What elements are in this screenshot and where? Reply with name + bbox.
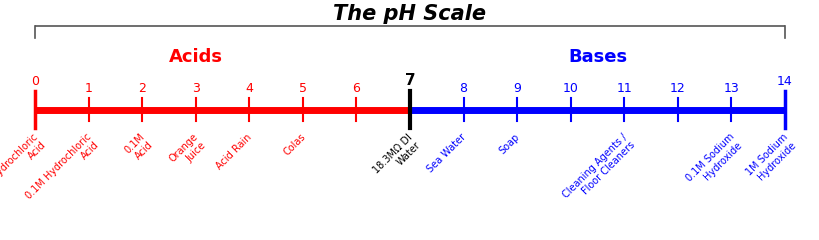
Text: Cleaning Agents /
Floor Cleaners: Cleaning Agents / Floor Cleaners bbox=[560, 132, 636, 208]
Text: 14: 14 bbox=[776, 75, 792, 88]
Text: 0.1M Hydrochloric
Acid: 0.1M Hydrochloric Acid bbox=[24, 132, 101, 210]
Text: Acid Rain: Acid Rain bbox=[214, 132, 253, 171]
Text: 8: 8 bbox=[459, 82, 467, 95]
Text: 2: 2 bbox=[138, 82, 146, 95]
Text: 7: 7 bbox=[405, 73, 414, 88]
Text: 9: 9 bbox=[513, 82, 520, 95]
Text: Soap: Soap bbox=[496, 132, 521, 156]
Text: The pH Scale: The pH Scale bbox=[333, 4, 486, 24]
Text: 0: 0 bbox=[31, 75, 39, 88]
Text: 12: 12 bbox=[669, 82, 685, 95]
Text: 0.1M Sodium
Hydroxide: 0.1M Sodium Hydroxide bbox=[683, 132, 743, 192]
Text: Bases: Bases bbox=[568, 48, 627, 66]
Text: Colas: Colas bbox=[281, 132, 307, 158]
Text: 1M Hydrochloric
Acid: 1M Hydrochloric Acid bbox=[0, 132, 48, 203]
Text: 13: 13 bbox=[722, 82, 739, 95]
Text: 10: 10 bbox=[562, 82, 578, 95]
Text: 4: 4 bbox=[245, 82, 253, 95]
Text: 0.1M
Acid: 0.1M Acid bbox=[123, 132, 155, 164]
Text: Sea Water: Sea Water bbox=[425, 132, 468, 174]
Text: 1M Sodium
Hydroxide: 1M Sodium Hydroxide bbox=[743, 132, 797, 186]
Text: 5: 5 bbox=[298, 82, 306, 95]
Text: Acids: Acids bbox=[169, 48, 223, 66]
Text: 3: 3 bbox=[192, 82, 199, 95]
Text: 6: 6 bbox=[352, 82, 360, 95]
Text: 1: 1 bbox=[84, 82, 93, 95]
Text: 18.3MΩ DI
Water: 18.3MΩ DI Water bbox=[371, 132, 422, 183]
Text: Orange
Juice: Orange Juice bbox=[167, 132, 208, 173]
Text: 11: 11 bbox=[616, 82, 631, 95]
